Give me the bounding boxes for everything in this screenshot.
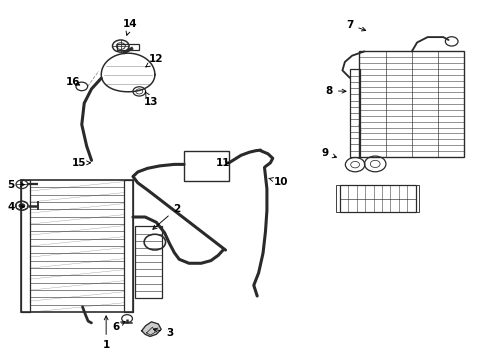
Text: 2: 2 xyxy=(153,203,180,229)
Text: 12: 12 xyxy=(146,54,164,67)
Bar xyxy=(184,151,229,181)
Text: 9: 9 xyxy=(322,148,337,158)
Text: 13: 13 xyxy=(144,92,159,107)
Text: 14: 14 xyxy=(123,18,138,35)
Text: 6: 6 xyxy=(112,321,125,332)
Polygon shape xyxy=(142,322,161,337)
Circle shape xyxy=(19,203,25,208)
Text: 16: 16 xyxy=(66,77,81,87)
Text: 3: 3 xyxy=(154,328,173,338)
Bar xyxy=(350,69,361,157)
Text: 11: 11 xyxy=(216,158,230,168)
Text: 1: 1 xyxy=(102,316,110,350)
Bar xyxy=(416,185,419,212)
Bar xyxy=(336,185,340,212)
Text: 10: 10 xyxy=(269,177,289,187)
Bar xyxy=(21,180,133,312)
Text: 8: 8 xyxy=(326,86,346,96)
Text: 4: 4 xyxy=(7,202,24,212)
Text: 7: 7 xyxy=(346,19,366,31)
Bar xyxy=(340,185,416,212)
Bar xyxy=(117,44,139,50)
Bar xyxy=(135,226,162,298)
Bar xyxy=(360,51,464,157)
Text: 5: 5 xyxy=(7,180,24,190)
Text: 15: 15 xyxy=(72,158,91,168)
Bar xyxy=(124,180,133,312)
Bar xyxy=(21,180,30,312)
